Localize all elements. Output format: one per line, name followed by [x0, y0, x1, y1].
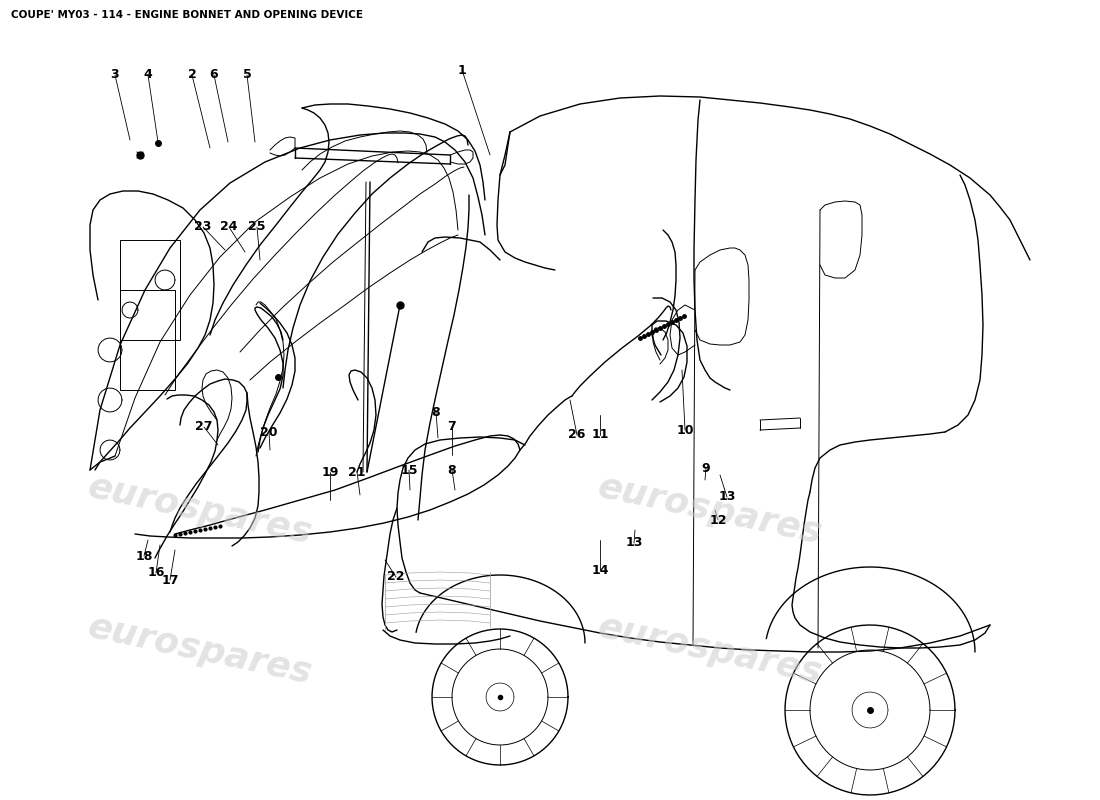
Text: 12: 12: [710, 514, 727, 526]
Text: 13: 13: [718, 490, 736, 503]
Text: 16: 16: [147, 566, 165, 579]
Text: 15: 15: [400, 463, 418, 477]
Text: 21: 21: [349, 466, 365, 478]
Text: COUPE' MY03 - 114 - ENGINE BONNET AND OPENING DEVICE: COUPE' MY03 - 114 - ENGINE BONNET AND OP…: [11, 10, 363, 20]
Text: 9: 9: [702, 462, 711, 474]
Text: 19: 19: [321, 466, 339, 478]
Text: 4: 4: [144, 69, 153, 82]
Text: 18: 18: [135, 550, 153, 562]
Text: 8: 8: [431, 406, 440, 418]
Text: eurospares: eurospares: [595, 470, 825, 550]
Text: eurospares: eurospares: [85, 470, 316, 550]
Text: 22: 22: [387, 570, 405, 583]
Text: 13: 13: [625, 537, 642, 550]
Text: 24: 24: [220, 221, 238, 234]
Text: 25: 25: [249, 221, 266, 234]
Text: 20: 20: [261, 426, 277, 438]
Text: 5: 5: [243, 69, 252, 82]
Text: 2: 2: [188, 69, 197, 82]
Text: 3: 3: [111, 69, 119, 82]
Text: 6: 6: [210, 69, 218, 82]
Text: 1: 1: [458, 63, 466, 77]
Text: 26: 26: [569, 429, 585, 442]
Text: 8: 8: [448, 463, 456, 477]
Text: eurospares: eurospares: [85, 610, 316, 690]
Text: 17: 17: [162, 574, 178, 586]
Text: 27: 27: [196, 421, 212, 434]
Text: 10: 10: [676, 423, 694, 437]
Text: 23: 23: [195, 221, 211, 234]
Text: 11: 11: [592, 429, 608, 442]
Text: 14: 14: [592, 563, 608, 577]
Text: 7: 7: [448, 421, 456, 434]
Text: eurospares: eurospares: [595, 610, 825, 690]
